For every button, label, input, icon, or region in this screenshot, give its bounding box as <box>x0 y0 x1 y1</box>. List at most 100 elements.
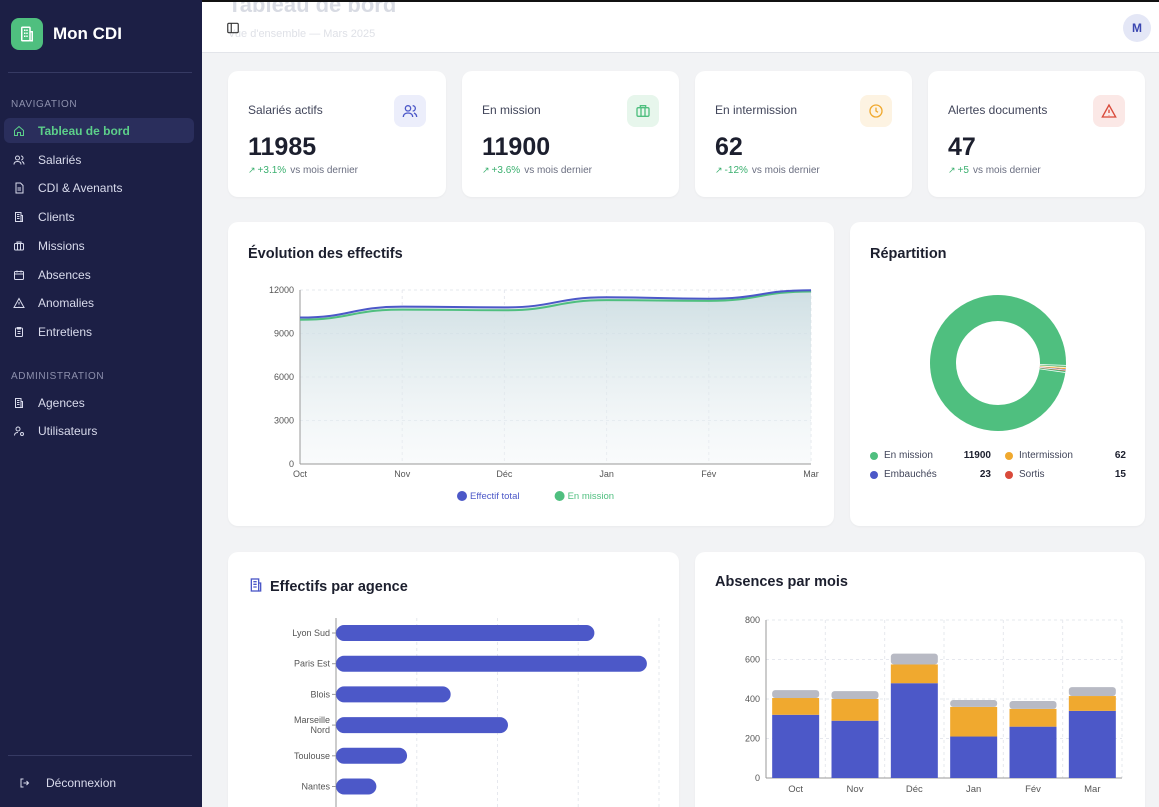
y-tick-label: Blois <box>310 689 330 699</box>
bar-segment-jan <box>950 706 998 737</box>
legend-marker <box>457 491 467 501</box>
bar-segment-jan <box>950 736 998 778</box>
sidebar-item-label: Clients <box>38 209 75 224</box>
stat-trend: ↗ -12% vs mois dernier <box>715 165 820 176</box>
stat-label: Alertes documents <box>948 103 1048 117</box>
x-tick-label: Déc <box>496 469 513 479</box>
sidebar-item-missions[interactable]: Missions <box>4 233 194 258</box>
donut-separator <box>1039 365 1066 369</box>
legend-label: En mission <box>884 450 933 461</box>
bar-segment-oct <box>772 690 820 699</box>
home-icon <box>12 124 26 138</box>
stat-trend: ↗ +3.1% vs mois dernier <box>248 165 358 176</box>
area-fill <box>300 290 811 464</box>
absences-title: Absences par mois <box>715 574 848 590</box>
y-tick-label: Nantes <box>301 782 330 792</box>
avatar[interactable]: M <box>1123 14 1151 42</box>
legend-en-mission: En mission 11900 <box>870 450 991 461</box>
donut-separator <box>1039 368 1066 373</box>
sidebar-item-label: Agences <box>38 395 85 410</box>
page-title: Tableau de bord <box>228 0 397 17</box>
logout-label: Déconnexion <box>46 776 117 790</box>
y-tick-label: Lyon Sud <box>292 628 330 638</box>
legend-dot <box>870 451 878 460</box>
sidebar-item-utilisateurs[interactable]: Utilisateurs <box>4 418 194 443</box>
stat-suffix: vs mois dernier <box>290 165 358 176</box>
repartition-donut <box>930 295 1066 431</box>
x-tick-label: Mar <box>1084 784 1100 795</box>
user-cog-icon <box>12 424 26 438</box>
building-icon <box>248 577 264 593</box>
stat-value: 47 <box>948 133 976 161</box>
y-tick-label: 0 <box>755 773 760 783</box>
sidebar-item-tableau-de-bord[interactable]: Tableau de bord <box>4 118 194 143</box>
legend-intermission: Intermission 62 <box>1005 450 1126 461</box>
y-tick-label: Toulouse <box>294 751 330 761</box>
bar-toulouse <box>336 747 408 764</box>
sidebar-item-label: CDI & Avenants <box>38 180 123 195</box>
legend-value: 15 <box>1114 469 1126 480</box>
y-tick-label: 400 <box>745 694 760 704</box>
stat-suffix: vs mois dernier <box>751 165 820 176</box>
legend-label: Sortis <box>1019 469 1045 480</box>
briefcase-icon <box>12 239 26 253</box>
x-tick-label: Jan <box>599 469 614 479</box>
series-line-effectif-total <box>299 289 812 319</box>
stat-suffix: vs mois dernier <box>972 165 1041 176</box>
panel-left-icon <box>227 22 239 34</box>
bar-segment-déc <box>890 664 938 684</box>
sidebar-toggle-button[interactable] <box>226 21 240 35</box>
brand[interactable]: Mon CDI <box>11 18 122 50</box>
stat-delta: +3.1% <box>257 165 287 176</box>
legend-dot <box>1005 451 1013 460</box>
stat-label: En mission <box>482 103 541 117</box>
sidebar-item-salaries[interactable]: Salariés <box>4 147 194 172</box>
building-icon <box>12 210 26 224</box>
series-line-en-mission <box>299 290 812 321</box>
y-tick-label: 600 <box>745 655 760 665</box>
x-tick-label: Déc <box>906 784 923 795</box>
sidebar-item-agences[interactable]: Agences <box>4 390 194 415</box>
logout-button[interactable]: Déconnexion <box>18 776 116 790</box>
stat-delta: -12% <box>724 165 748 176</box>
evolution-title: Évolution des effectifs <box>248 246 403 262</box>
sidebar-item-entretiens[interactable]: Entretiens <box>4 319 194 344</box>
evolution-chart: 0 3000 6000 9000 12000 Oct Nov Déc Jan Fév Mar Effe… <box>269 285 819 502</box>
trend-up-icon: ↗ <box>715 165 723 175</box>
sidebar-item-label: Utilisateurs <box>38 423 98 438</box>
agences-card: Effectifs par agence Lyon Sud Paris Est Bl… <box>228 552 679 807</box>
evolution-card: Évolution des effectifs 0 3000 6000 9000 120… <box>228 222 834 526</box>
sidebar-item-cdi-avenants[interactable]: CDI & Avenants <box>4 175 194 200</box>
sidebar-divider <box>8 755 192 756</box>
y-tick-label: Paris Est <box>294 659 331 669</box>
page-subtitle: Vue d'ensemble — Mars 2025 <box>228 28 376 40</box>
legend-label: Effectif total <box>470 491 519 502</box>
bar-blois <box>336 686 451 703</box>
bar-segment-oct <box>772 714 820 778</box>
nav-section-label: NAVIGATION <box>11 99 78 110</box>
trend-up-icon: ↗ <box>948 165 956 175</box>
trend-up-icon: ↗ <box>248 165 256 175</box>
sidebar-item-label: Salariés <box>38 152 82 167</box>
x-tick-label: Mar <box>803 469 819 479</box>
alert-icon <box>1093 95 1125 127</box>
legend-embauches: Embauchés 23 <box>870 469 991 480</box>
y-tick-label: Marseille <box>294 715 330 725</box>
donut-separator <box>1039 366 1066 371</box>
bar-segment-nov <box>831 691 879 699</box>
sidebar-item-anomalies[interactable]: Anomalies <box>4 290 194 315</box>
sidebar-item-label: Missions <box>38 238 85 253</box>
stat-trend: ↗ +3.6% vs mois dernier <box>482 165 592 176</box>
y-tick-label: Nord <box>310 725 330 735</box>
app-name: Mon CDI <box>53 24 122 43</box>
sidebar-item-label: Tableau de bord <box>38 123 130 138</box>
stat-label: Salariés actifs <box>248 103 323 117</box>
bar-segment-jan <box>950 699 998 707</box>
sidebar-item-absences[interactable]: Absences <box>4 262 194 287</box>
absences-chart: 0 200 400 600 800 Oct Nov Déc Jan Fév Mar <box>745 615 1123 795</box>
sidebar-item-clients[interactable]: Clients <box>4 204 194 229</box>
x-tick-label: Nov <box>847 784 864 795</box>
briefcase-icon <box>627 95 659 127</box>
bar-segment-déc <box>890 653 938 665</box>
building-icon <box>11 18 43 50</box>
